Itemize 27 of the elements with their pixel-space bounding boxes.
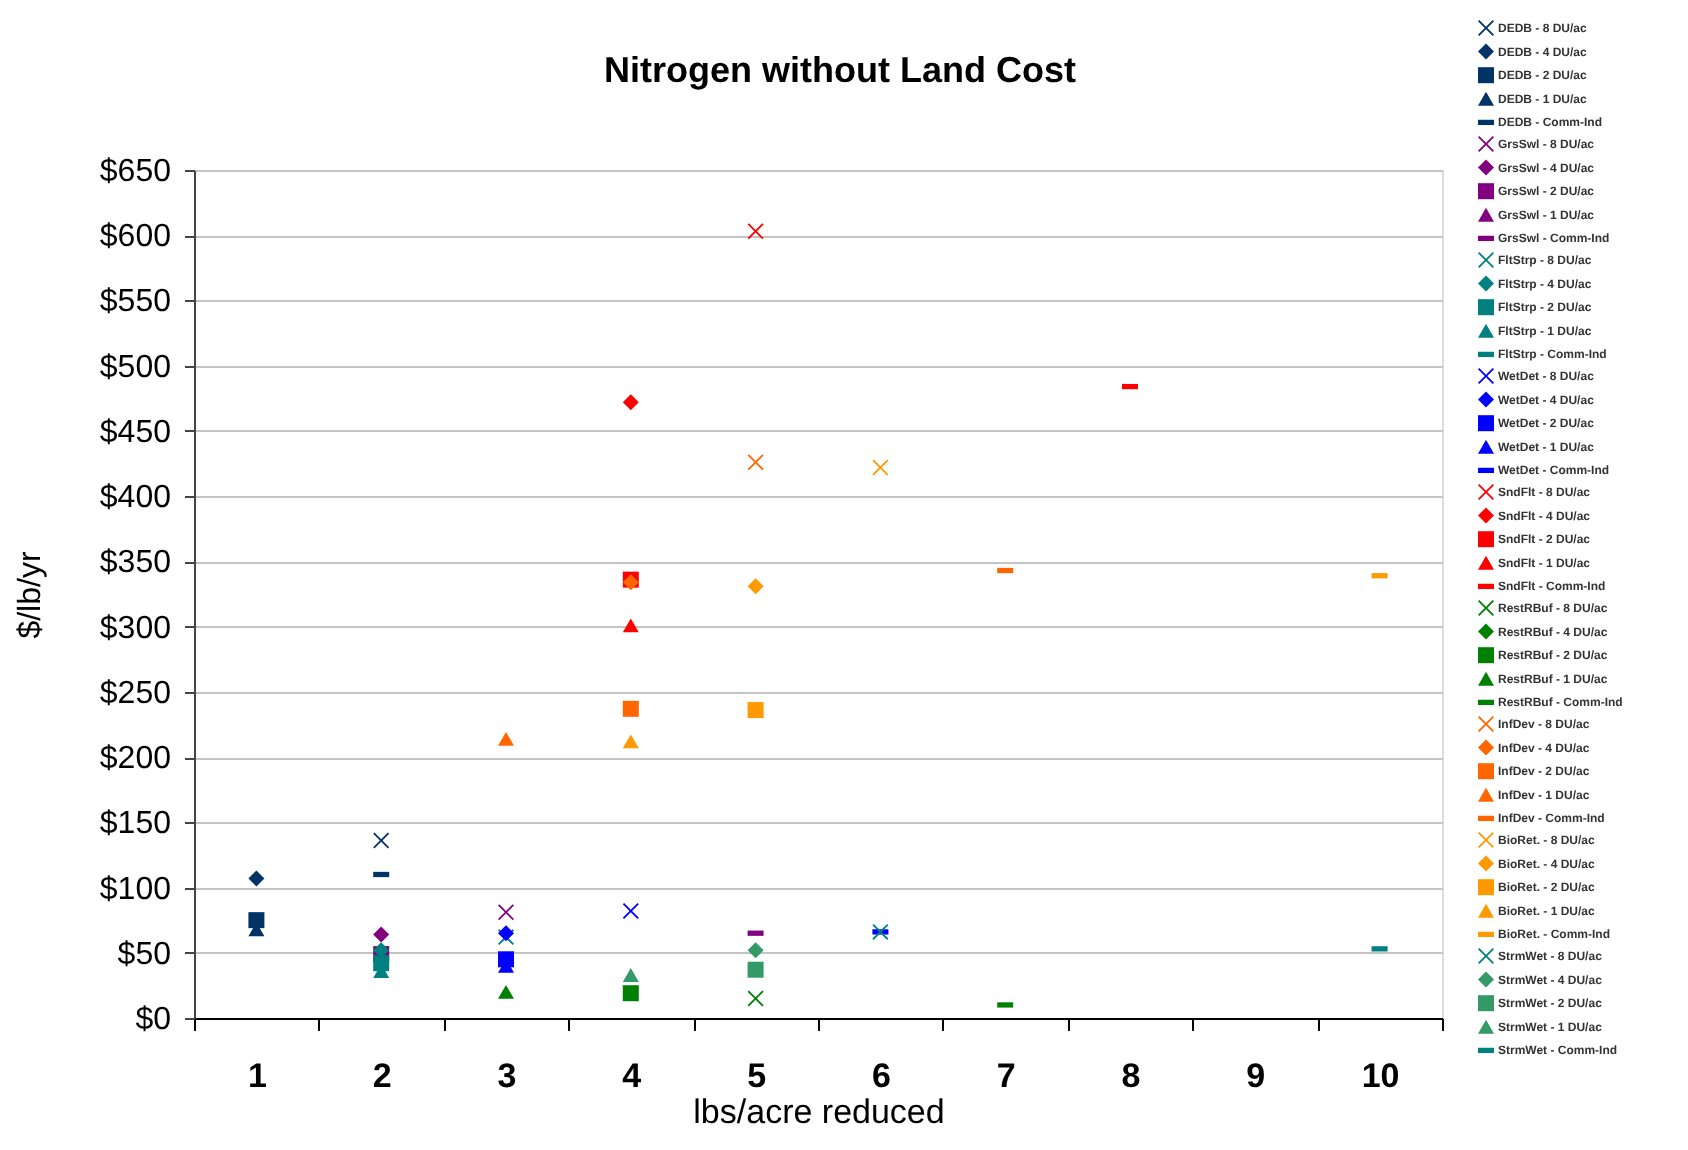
y-tick-label: $350 xyxy=(99,546,172,581)
x-tick-label: 7 xyxy=(996,1057,1016,1095)
y-tick-label: $200 xyxy=(99,742,172,777)
x-tick-label: 8 xyxy=(1121,1057,1141,1095)
y-tick-label: $100 xyxy=(99,872,172,907)
x-tick-label: 6 xyxy=(871,1057,891,1095)
y-tick-label: $0 xyxy=(135,1003,172,1037)
x-tick-label: 3 xyxy=(497,1057,517,1095)
y-tick-label: $550 xyxy=(99,285,172,320)
x-axis-title: lbs/acre reduced xyxy=(693,1093,945,1131)
x-tick-label: 2 xyxy=(372,1057,392,1095)
y-tick-label: $300 xyxy=(99,611,172,646)
y-tick-label: $250 xyxy=(99,676,172,711)
y-tick-label: $50 xyxy=(117,937,172,972)
x-tick-label: 9 xyxy=(1246,1057,1266,1095)
y-tick-label: $450 xyxy=(99,415,172,450)
chart-title: Nitrogen without Land Cost xyxy=(604,50,1076,90)
y-axis-title: $/lb/yr xyxy=(13,550,48,639)
y-tick-label: $150 xyxy=(99,807,172,842)
y-tick-label: $650 xyxy=(99,155,172,189)
x-tick-label: 1 xyxy=(247,1057,267,1095)
x-tick-label: 5 xyxy=(747,1057,767,1095)
y-tick-label: $400 xyxy=(99,481,172,516)
y-tick-label: $600 xyxy=(99,220,172,255)
x-tick-label: 4 xyxy=(622,1057,643,1095)
y-tick-label: $500 xyxy=(99,350,172,385)
x-tick-label: 10 xyxy=(1361,1057,1400,1095)
